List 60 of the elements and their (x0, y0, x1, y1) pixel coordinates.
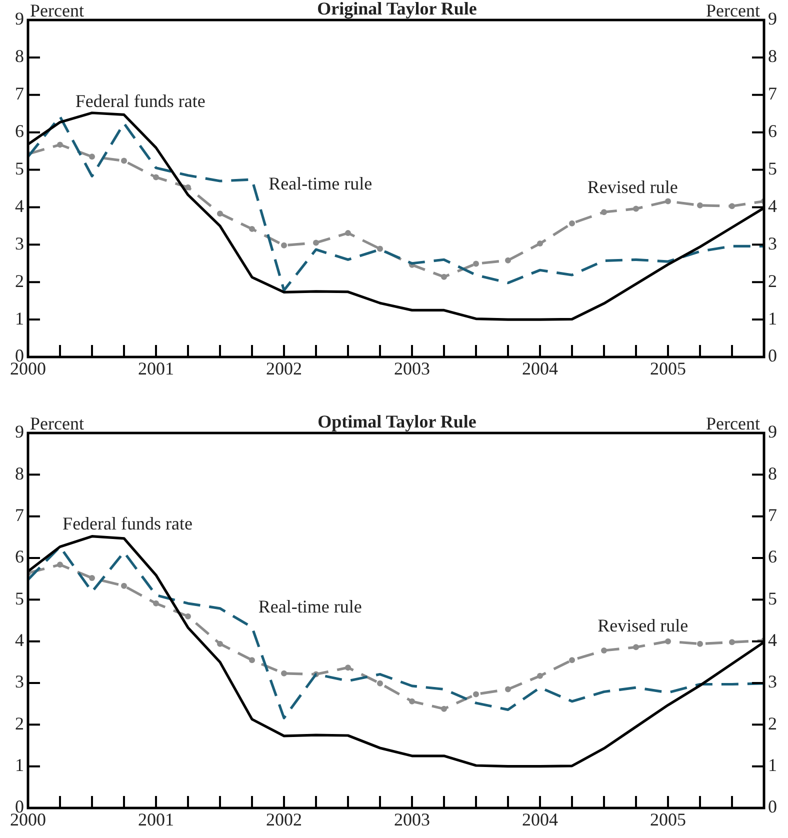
y2-tick-label: 6 (768, 546, 777, 567)
series-label: Federal funds rate (75, 91, 206, 112)
y-tick-label: 5 (15, 158, 24, 179)
y-axis-title: Percent (30, 0, 84, 21)
x-tick-label: 2003 (394, 358, 430, 379)
y2-tick-label: 7 (768, 84, 777, 104)
x-tick-label: 2003 (394, 810, 430, 830)
x-tick-label: 2001 (138, 358, 174, 379)
y-tick-label: 1 (15, 308, 24, 328)
y-tick-label: 8 (15, 46, 24, 66)
y-tick-label: 2 (15, 713, 24, 734)
x-tick-label: 2002 (266, 358, 302, 379)
y-tick-label: 6 (15, 546, 24, 567)
y2-tick-label: 4 (768, 196, 777, 216)
x-tick-label: 2004 (522, 810, 558, 830)
series-label: Revised rule (587, 177, 678, 198)
y2-tick-label: 3 (768, 672, 777, 692)
series-label: Federal funds rate (62, 513, 193, 534)
y-tick-label: 5 (15, 588, 24, 608)
y-tick-label: 9 (15, 422, 24, 442)
series-label: Real-time rule (258, 596, 362, 617)
y-tick-label: 4 (15, 630, 24, 650)
y2-tick-label: 6 (768, 121, 777, 142)
y2-tick-label: 5 (768, 588, 777, 608)
x-tick-label: 2002 (266, 810, 302, 830)
y2-tick-label: 8 (768, 46, 777, 66)
y2-axis-title: Percent (706, 0, 760, 21)
y-tick-label: 3 (15, 672, 24, 692)
y-tick-label: 6 (15, 121, 24, 142)
series-label: Real-time rule (268, 173, 372, 194)
x-tick-label: 2004 (522, 358, 558, 379)
y2-axis-title: Percent (706, 414, 760, 434)
y-tick-label: 3 (15, 233, 24, 254)
y-tick-label: 7 (15, 505, 24, 526)
chart-title: Optimal Taylor Rule (318, 412, 476, 432)
y2-tick-label: 3 (768, 233, 777, 254)
y-tick-label: 9 (15, 8, 24, 29)
y2-tick-label: 1 (768, 755, 777, 776)
y-tick-label: 4 (15, 196, 24, 216)
x-tick-label: 2005 (650, 810, 686, 830)
chart-title: Original Taylor Rule (317, 0, 477, 19)
y2-tick-label: 0 (768, 346, 777, 366)
y2-tick-label: 0 (768, 796, 777, 817)
y-tick-label: 1 (15, 755, 24, 776)
y2-tick-label: 2 (768, 713, 777, 734)
y2-tick-label: 9 (768, 422, 777, 442)
y2-tick-label: 4 (768, 630, 777, 650)
y2-tick-label: 8 (768, 463, 777, 484)
y-tick-label: 7 (15, 84, 24, 104)
y2-tick-label: 2 (768, 270, 777, 291)
y2-tick-label: 1 (768, 308, 777, 328)
series-label: Revised rule (598, 615, 688, 636)
y-axis-title: Percent (30, 414, 84, 434)
x-tick-label: 2005 (650, 358, 686, 379)
y2-tick-label: 7 (768, 505, 777, 526)
x-tick-label: 2001 (138, 810, 174, 830)
y-tick-label: 8 (15, 463, 24, 484)
y2-tick-label: 5 (768, 158, 777, 179)
y2-tick-label: 9 (768, 8, 777, 29)
y-tick-label: 2 (15, 270, 24, 291)
